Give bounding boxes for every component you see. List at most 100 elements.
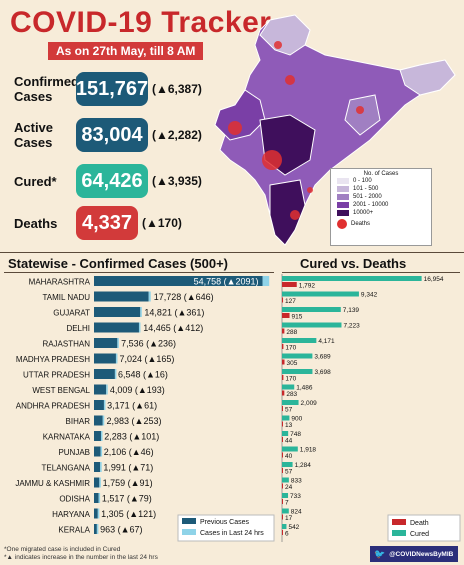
death-bar — [282, 406, 283, 411]
previous-cases-bar — [94, 322, 139, 333]
cured-label: 1,486 — [296, 385, 313, 392]
data-label: 1,759 (▲91) — [103, 478, 153, 488]
deaths-legend-label: Deaths — [351, 221, 371, 227]
stat-label: Active Cases — [14, 120, 54, 150]
death-label: 1,792 — [299, 283, 316, 290]
map-legend-item: 0 - 100 — [337, 177, 431, 185]
page-title: COVID-19 Tracker — [10, 6, 272, 39]
footnote-2: *▲ indicates increase in the number in t… — [4, 554, 158, 561]
death-bar — [282, 499, 283, 504]
data-label: 2,283 (▲101) — [104, 432, 159, 442]
previous-cases-bar — [94, 462, 101, 472]
death-marker — [307, 187, 313, 193]
legend-text: 0 - 100 — [353, 178, 372, 184]
last24-cases-bar — [262, 276, 270, 286]
data-label: 14,821 (▲361) — [144, 308, 204, 318]
stat-delta: (▲2,282) — [152, 128, 202, 142]
cured-bar — [282, 524, 287, 529]
map-legend-item: 501 - 2000 — [337, 193, 431, 201]
death-bar — [282, 359, 285, 365]
stat-label: Cured* — [14, 174, 57, 189]
death-bar — [282, 375, 284, 380]
death-label: 24 — [285, 484, 293, 491]
previous-cases-bar — [94, 369, 115, 379]
cured-label: 733 — [290, 493, 301, 500]
cured-label: 2,009 — [301, 400, 318, 407]
legend-swatch-cured — [392, 530, 406, 536]
death-bar — [282, 530, 283, 535]
cured-bar — [282, 477, 289, 483]
state-label: DELHI — [66, 324, 90, 333]
footnotes: *One migrated case is included in Cured … — [4, 546, 158, 562]
death-bar — [282, 483, 283, 489]
cured-bar — [282, 338, 317, 343]
legend-text: 501 - 2000 — [353, 194, 382, 200]
twitter-badge[interactable]: 🐦 @COVIDNewsByMIB — [370, 546, 458, 562]
stat-value-box: 64,426 — [76, 164, 148, 198]
death-bar — [282, 390, 285, 396]
legend-swatch-previous — [182, 518, 196, 524]
map-region-north — [259, 14, 311, 56]
stat-delta: (▲6,387) — [152, 82, 202, 96]
data-label: 17,728 (▲646) — [154, 292, 214, 302]
last24-cases-bar — [103, 400, 106, 410]
state-label: KARNATAKA — [43, 433, 91, 442]
legend-label-cured: Cured — [410, 531, 429, 538]
death-label: 57 — [285, 469, 293, 476]
right-title-underline — [282, 272, 460, 273]
cured-bar — [282, 431, 289, 436]
cured-deaths-chart: 16,954 1,792 9,342 127 7,139 915 7,223 288 4,171… — [281, 274, 461, 542]
death-marker — [290, 210, 300, 220]
death-label: 17 — [285, 515, 293, 522]
data-label: 7,536 (▲236) — [121, 339, 176, 349]
stat-delta: (▲3,935) — [152, 174, 202, 188]
previous-cases-bar — [94, 493, 99, 503]
left-title-underline — [4, 272, 274, 273]
death-bar — [282, 344, 284, 349]
map-legend-item: 101 - 500 — [337, 185, 431, 193]
legend-label-previous: Previous Cases — [200, 519, 250, 526]
death-bar — [282, 514, 283, 520]
cured-label: 16,954 — [424, 276, 444, 283]
state-label: PUNJAB — [58, 448, 90, 457]
data-label: 54,758 (▲2091) — [194, 277, 259, 287]
death-label: 305 — [287, 360, 298, 367]
death-bar — [282, 437, 283, 442]
state-label: MAHARASHTRA — [29, 278, 91, 287]
stat-label: Confirmed Cases — [14, 74, 79, 104]
cured-bar — [282, 462, 293, 467]
stat-value-box: 151,767 — [76, 72, 148, 106]
footnote-1: *One migrated case is included in Cured — [4, 546, 121, 553]
map-region-east — [344, 94, 381, 136]
data-label: 3,171 (▲61) — [107, 401, 157, 411]
state-label: TAMIL NADU — [42, 293, 90, 302]
legend-swatch — [337, 210, 349, 216]
map-region-northeast — [399, 59, 456, 96]
cured-label: 824 — [291, 509, 302, 516]
last24-cases-bar — [117, 338, 119, 348]
state-label: MADHYA PRADESH — [16, 355, 90, 364]
india-map — [214, 14, 456, 246]
last24-cases-bar — [114, 369, 117, 379]
data-label: 963 (▲67) — [100, 525, 142, 535]
date-subtitle: As on 27th May, till 8 AM — [48, 42, 204, 60]
stat-delta: (▲170) — [142, 216, 182, 230]
death-bar — [282, 452, 283, 458]
cured-bar — [282, 369, 313, 374]
twitter-handle: @COVIDNewsByMIB — [389, 550, 454, 558]
state-label: KERALA — [58, 526, 90, 535]
previous-cases-bar — [94, 477, 100, 488]
death-marker — [274, 41, 282, 49]
map-legend-items: 0 - 100 101 - 500 501 - 2000 2001 - 10000 10… — [331, 177, 431, 217]
deaths-legend: Deaths — [337, 219, 431, 229]
cured-bar — [282, 307, 341, 312]
cured-label: 9,342 — [361, 292, 378, 299]
death-marker — [356, 106, 364, 114]
cured-bar — [282, 322, 342, 328]
legend-swatch — [337, 194, 349, 200]
previous-cases-bar — [94, 276, 263, 286]
last24-cases-bar — [100, 446, 103, 457]
death-label: 915 — [292, 314, 303, 321]
state-label: WEST BENGAL — [32, 386, 90, 395]
legend-swatch-last24 — [182, 529, 196, 535]
